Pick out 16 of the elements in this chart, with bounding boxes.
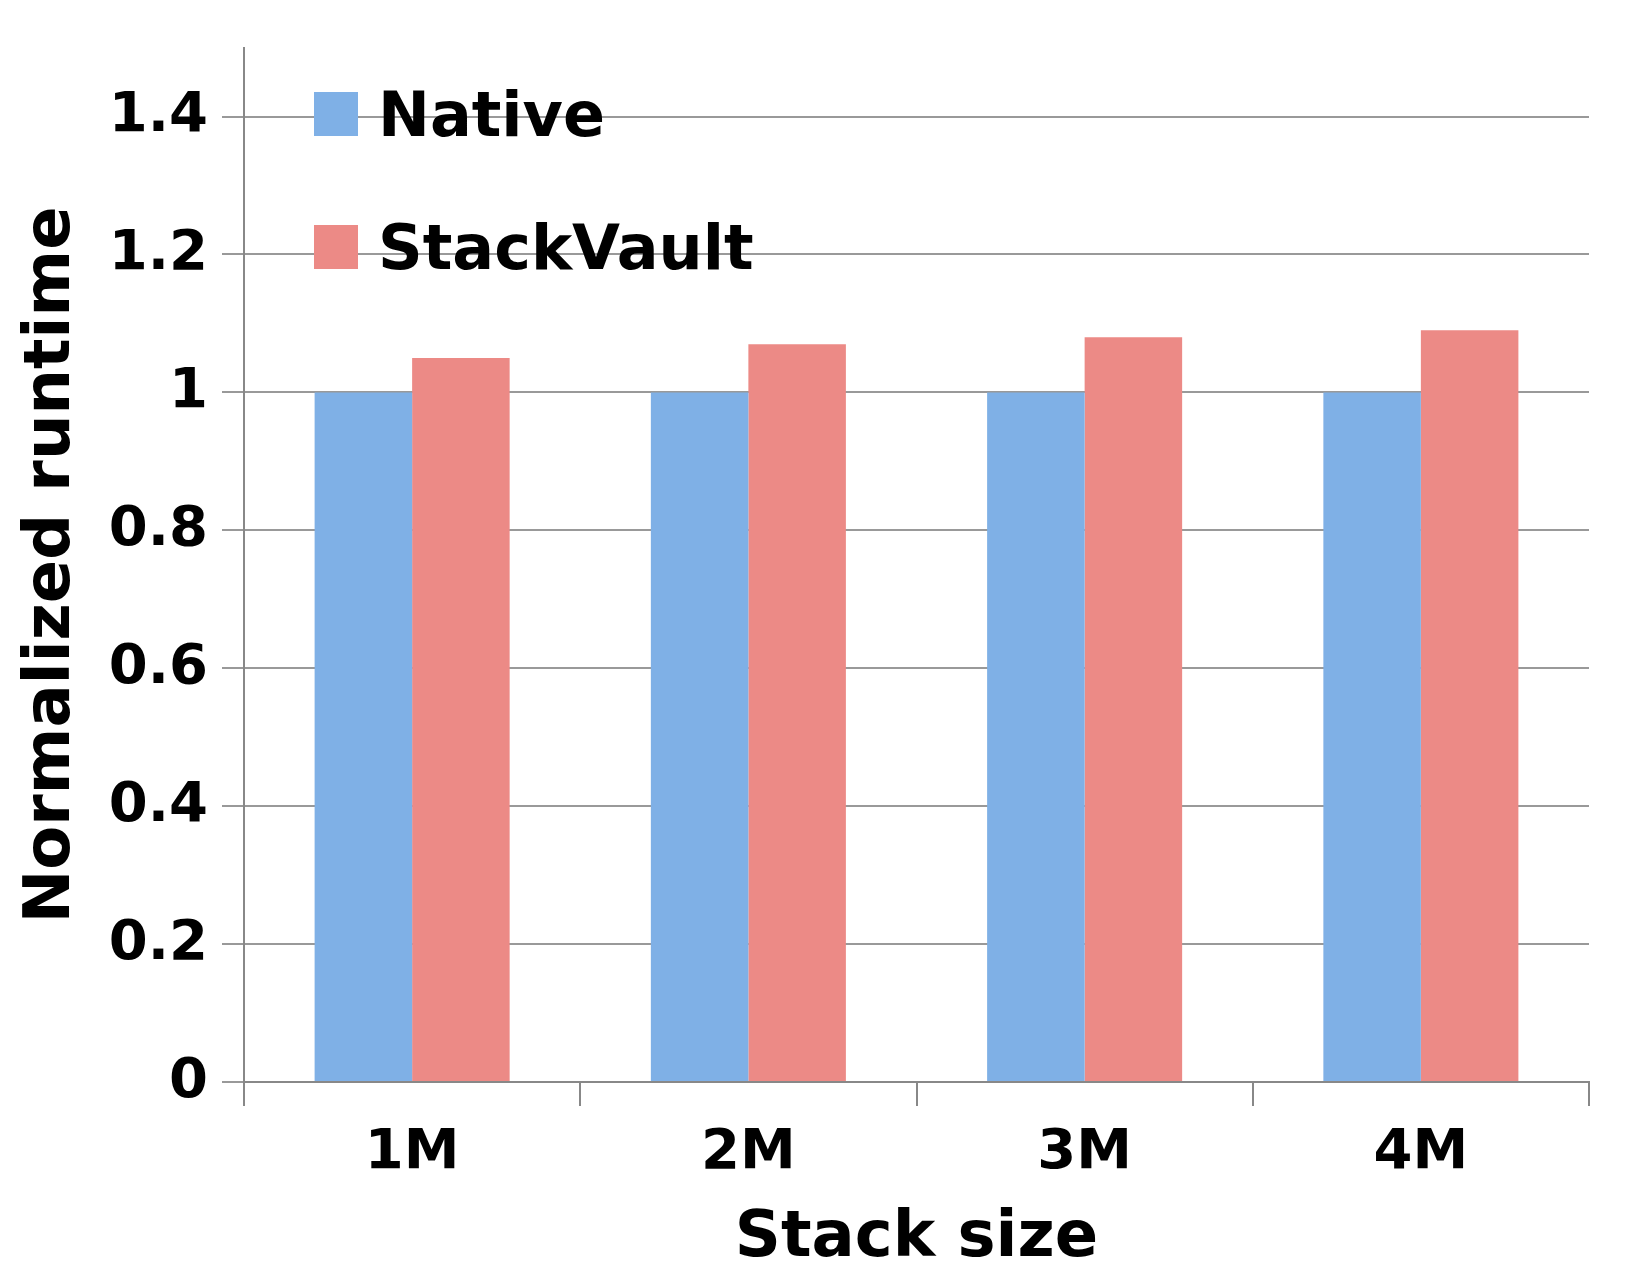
legend-label: StackVault	[378, 210, 754, 284]
x-tick-label: 3M	[1037, 1116, 1132, 1182]
y-tick-label: 0.6	[108, 630, 208, 696]
y-tick-label: 0.8	[108, 492, 208, 558]
y-tick-label: 0	[169, 1044, 208, 1110]
y-tick-label: 0.2	[108, 906, 208, 972]
x-axis-title: Stack size	[734, 1197, 1099, 1272]
y-tick-label: 1.2	[108, 217, 208, 283]
y-tick-label: 1.4	[108, 79, 208, 145]
x-tick-label: 1M	[364, 1116, 460, 1182]
y-tick-label: 0.4	[108, 768, 208, 834]
x-tick-label: 2M	[701, 1116, 796, 1182]
legend-label: Native	[378, 77, 606, 151]
y-axis-title: Normalized runtime	[10, 206, 85, 924]
y-tick-label: 1	[169, 354, 208, 420]
x-tick-label: 4M	[1373, 1116, 1469, 1182]
